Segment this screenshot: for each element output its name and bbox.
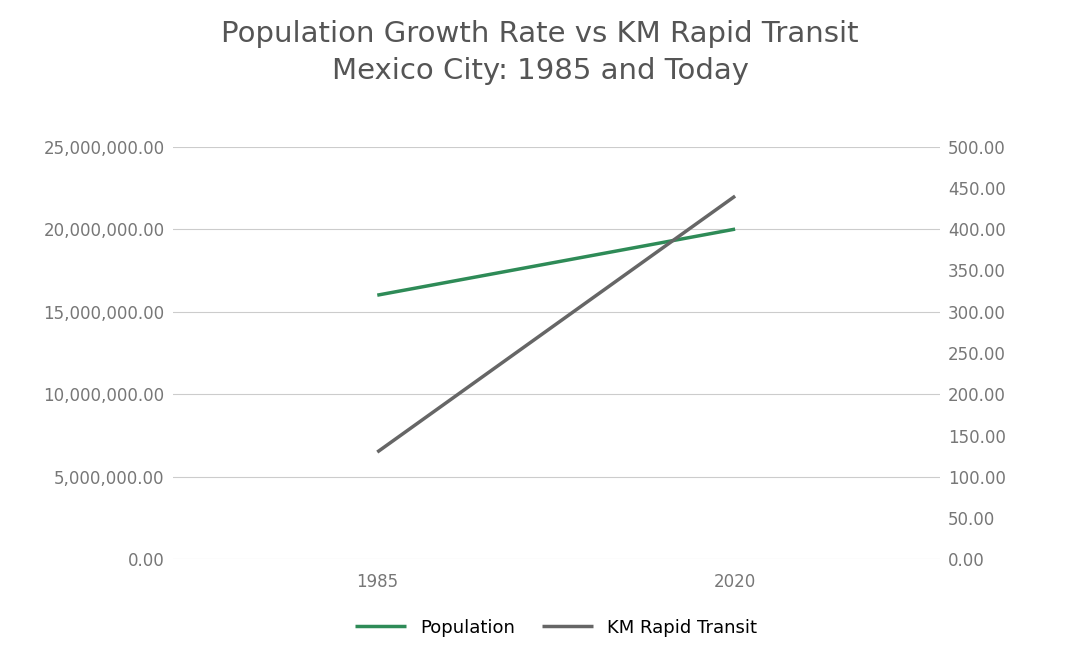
Line: KM Rapid Transit: KM Rapid Transit (377, 196, 735, 452)
Legend: Population, KM Rapid Transit: Population, KM Rapid Transit (347, 610, 766, 646)
Text: Population Growth Rate vs KM Rapid Transit
Mexico City: 1985 and Today: Population Growth Rate vs KM Rapid Trans… (221, 20, 859, 85)
KM Rapid Transit (729, 192, 742, 200)
Population (729, 225, 742, 233)
Population (370, 291, 383, 299)
KM Rapid Transit (370, 448, 383, 456)
Line: Population: Population (377, 229, 735, 295)
